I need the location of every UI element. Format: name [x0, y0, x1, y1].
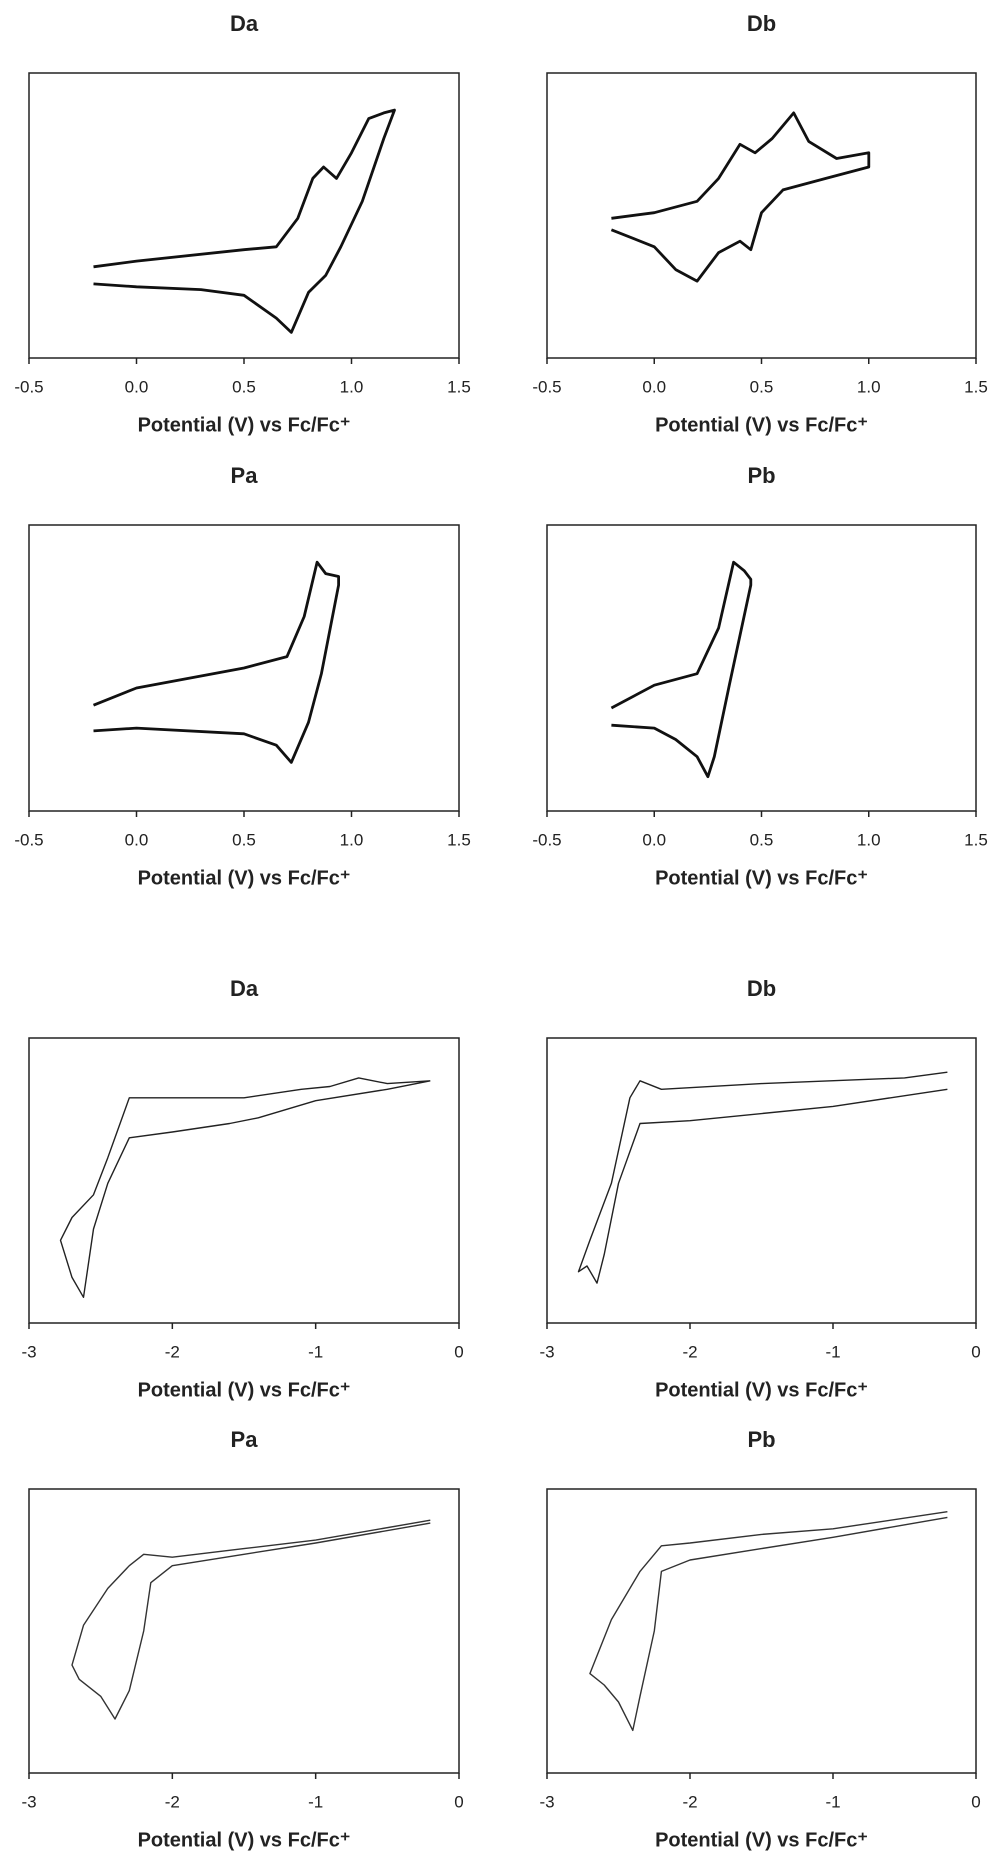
chart-title: Db: [747, 11, 776, 36]
x-tick-label: 1.5: [964, 377, 988, 396]
x-tick-label: -1: [825, 1792, 840, 1811]
x-axis-label: Potential (V) vs Fc/Fc⁺: [138, 1379, 351, 1401]
x-tick-label: 0: [971, 1342, 980, 1361]
plot-frame: [546, 524, 977, 812]
x-tick-label: 1.0: [340, 377, 364, 396]
x-axis-label: Potential (V) vs Fc/Fc⁺: [655, 1379, 868, 1401]
cv-curve: [589, 1511, 948, 1732]
x-tick-label: -1: [308, 1792, 323, 1811]
x-axis-label: Potential (V) vs Fc/Fc⁺: [655, 867, 868, 889]
x-tick-label: -3: [21, 1342, 36, 1361]
x-tick-label: 0.0: [125, 377, 149, 396]
x-tick-label: 1.5: [447, 377, 471, 396]
plot-frame: [546, 1037, 977, 1324]
cv-curve: [610, 111, 871, 283]
plot-frame: [546, 1488, 977, 1774]
x-tick-label: 0.5: [750, 377, 774, 396]
plot-frame: [28, 1037, 460, 1324]
x-tick-label: 1.5: [964, 830, 988, 849]
x-tick-label: 0: [454, 1342, 463, 1361]
x-tick-label: -0.5: [14, 377, 43, 396]
x-tick-label: 0.0: [125, 830, 149, 849]
x-tick-label: -0.5: [532, 830, 561, 849]
x-tick-label: 1.0: [857, 830, 881, 849]
x-tick-label: -3: [539, 1792, 554, 1811]
x-tick-label: -0.5: [14, 830, 43, 849]
x-tick-label: 0.5: [232, 830, 256, 849]
x-tick-label: -2: [682, 1342, 697, 1361]
cv-curve: [92, 560, 340, 764]
x-tick-label: -1: [308, 1342, 323, 1361]
x-tick-label: 0: [454, 1792, 463, 1811]
chart-title: Da: [230, 11, 259, 36]
cv-curve: [71, 1519, 431, 1720]
x-tick-label: 0.0: [642, 830, 666, 849]
chart-title: Pa: [231, 463, 259, 488]
chart-title: Pb: [747, 1427, 775, 1452]
plot-frame: [28, 1488, 460, 1774]
cv-curve: [59, 1077, 431, 1298]
chart-title: Pa: [231, 1427, 259, 1452]
x-tick-label: 0.0: [642, 377, 666, 396]
x-tick-label: -3: [21, 1792, 36, 1811]
x-tick-label: 0.5: [232, 377, 256, 396]
x-tick-label: 1.5: [447, 830, 471, 849]
x-axis-label: Potential (V) vs Fc/Fc⁺: [655, 414, 868, 436]
x-tick-label: 1.0: [340, 830, 364, 849]
cv-curve: [577, 1071, 948, 1284]
x-tick-label: -2: [165, 1792, 180, 1811]
plot-frame: [28, 72, 460, 359]
x-tick-label: 0: [971, 1792, 980, 1811]
x-axis-label: Potential (V) vs Fc/Fc⁺: [655, 1829, 868, 1851]
x-tick-label: 1.0: [857, 377, 881, 396]
x-axis-label: Potential (V) vs Fc/Fc⁺: [138, 1829, 351, 1851]
cv-curve: [93, 108, 396, 334]
chart-title: Da: [230, 976, 259, 1001]
x-tick-label: -2: [682, 1792, 697, 1811]
chart-title: Db: [747, 976, 776, 1001]
x-tick-label: 0.5: [750, 830, 774, 849]
x-axis-label: Potential (V) vs Fc/Fc⁺: [138, 867, 351, 889]
x-tick-label: -0.5: [532, 377, 561, 396]
x-tick-label: -1: [825, 1342, 840, 1361]
chart-title: Pb: [747, 463, 775, 488]
x-axis-label: Potential (V) vs Fc/Fc⁺: [138, 414, 351, 436]
x-tick-label: -3: [539, 1342, 554, 1361]
x-tick-label: -2: [165, 1342, 180, 1361]
cv-curve: [610, 560, 753, 779]
